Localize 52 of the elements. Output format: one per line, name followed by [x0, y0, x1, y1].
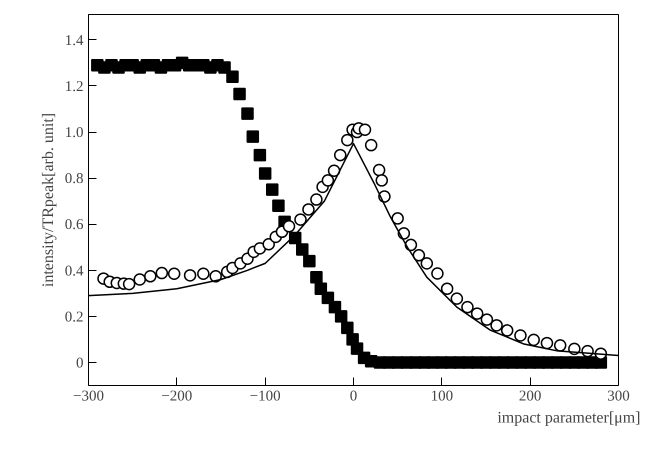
point [310, 193, 323, 206]
x-tick-label: −300 [73, 388, 104, 404]
point [184, 269, 196, 282]
point [364, 138, 378, 152]
point [540, 336, 554, 350]
y-tick-label: 0.2 [64, 309, 84, 326]
point [358, 123, 372, 136]
point [527, 334, 540, 346]
y-axis-title: intensity/TRpeak[arb. unit] [40, 112, 57, 288]
y-tick-label: 0.6 [64, 217, 84, 234]
point [376, 174, 388, 187]
y-tick-label: 0.4 [64, 263, 84, 280]
x-tick-label: 100 [430, 388, 454, 404]
point [480, 313, 494, 326]
x-tick-label: 200 [518, 388, 542, 404]
point [420, 257, 434, 270]
point [322, 174, 334, 187]
point [282, 220, 296, 233]
point [412, 249, 426, 262]
point [450, 292, 464, 305]
point [461, 300, 474, 314]
point [262, 238, 275, 250]
point [372, 164, 386, 176]
point [391, 212, 404, 225]
x-tick-label: −100 [250, 388, 281, 404]
point [500, 324, 514, 337]
point [133, 273, 146, 286]
x-tick-label: 0 [350, 388, 358, 404]
point [440, 282, 454, 295]
y-tick-label: 0 [76, 355, 84, 372]
point [168, 268, 180, 280]
x-tick-label: −200 [161, 388, 192, 404]
point [144, 270, 157, 283]
point [554, 339, 566, 352]
y-tick-label: 1.4 [64, 32, 84, 49]
point [470, 307, 484, 320]
point [514, 329, 527, 342]
x-tick-label: 300 [607, 388, 630, 404]
y-tick-label: 1.0 [64, 125, 84, 142]
point [431, 267, 444, 280]
point [341, 134, 354, 146]
point [302, 203, 315, 216]
x-axis-title: impact parameter[μm] [497, 410, 640, 426]
point [156, 266, 168, 280]
point [294, 213, 307, 226]
point [334, 148, 346, 162]
y-tick-label: 0.8 [64, 171, 84, 188]
point [197, 268, 210, 280]
point [122, 278, 136, 290]
point [490, 319, 503, 332]
point [328, 164, 340, 177]
y-tick-label: 1.2 [64, 78, 84, 95]
